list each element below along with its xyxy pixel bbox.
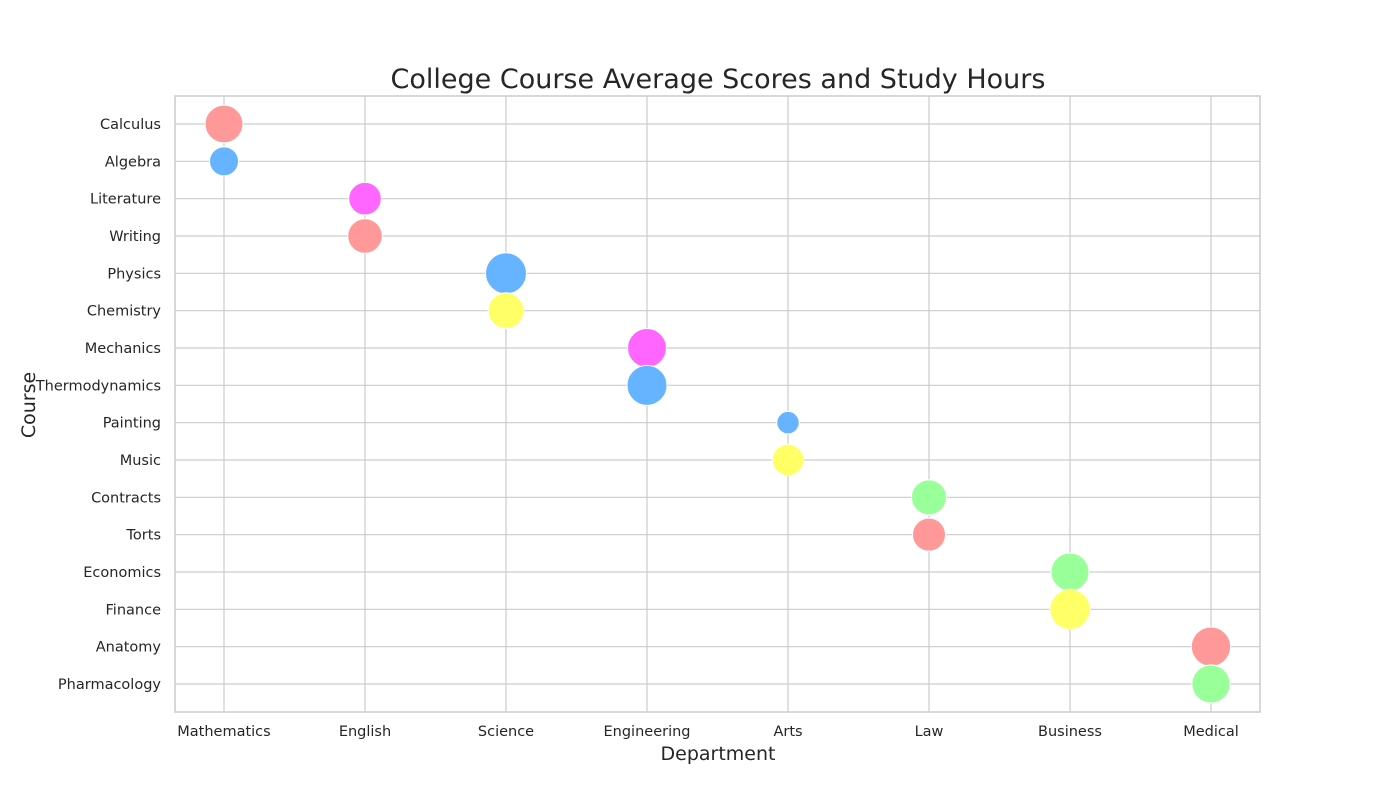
- y-tick-label: Music: [120, 453, 161, 469]
- bubble-chemistry: [487, 292, 525, 330]
- x-tick-label: Arts: [773, 724, 802, 740]
- y-tick-label: Chemistry: [87, 304, 162, 320]
- bubble-calculus: [204, 104, 244, 144]
- y-tick-label: Thermodynamics: [35, 378, 161, 394]
- grid-lines: [175, 96, 1260, 712]
- y-tick-label: Mechanics: [85, 341, 161, 357]
- x-tick-label: Medical: [1183, 724, 1239, 740]
- bubble-literature: [348, 181, 382, 216]
- y-tick-label: Pharmacology: [58, 677, 161, 693]
- x-tick-label: Mathematics: [177, 724, 270, 740]
- x-axis-label: Department: [661, 743, 776, 765]
- bubble-economics: [1050, 552, 1090, 592]
- y-tick-label: Anatomy: [96, 640, 162, 656]
- bubble-physics: [485, 252, 527, 295]
- y-tick-label: Algebra: [105, 154, 161, 170]
- bubble-torts: [911, 517, 947, 552]
- y-tick-label: Calculus: [100, 117, 161, 133]
- bubble-music: [771, 443, 805, 477]
- data-points: [204, 104, 1232, 704]
- x-tick-label: Engineering: [604, 724, 691, 740]
- plot-frame: [174, 95, 1261, 713]
- y-tick-label: Finance: [106, 602, 162, 618]
- bubble-mechanics: [627, 328, 667, 368]
- y-tick-label: Torts: [126, 528, 161, 544]
- x-tick-label: Science: [478, 724, 534, 740]
- bubble-contracts: [910, 479, 948, 516]
- bubble-painting: [776, 410, 800, 435]
- x-tick-label: Business: [1038, 724, 1102, 740]
- chart-title: College Course Average Scores and Study …: [391, 64, 1046, 95]
- x-tick-label: Law: [915, 724, 944, 740]
- bubble-algebra: [209, 146, 239, 177]
- bubble-writing: [347, 218, 383, 254]
- y-tick-label: Economics: [83, 565, 161, 581]
- bubble-thermodynamics: [626, 364, 668, 406]
- x-tick-labels: Mathematics English Science Engineering Arts…: [177, 724, 1239, 740]
- bubble-pharmacology: [1191, 664, 1231, 704]
- y-tick-labels: Calculus Algebra Literature Writing Physics C…: [35, 117, 162, 693]
- y-axis-label: Course: [18, 372, 40, 438]
- y-tick-label: Literature: [90, 192, 161, 208]
- y-tick-label: Writing: [109, 229, 161, 245]
- y-tick-label: Painting: [103, 416, 161, 432]
- y-tick-label: Contracts: [91, 490, 161, 506]
- bubble-finance: [1049, 588, 1091, 631]
- y-tick-label: Physics: [107, 266, 161, 282]
- x-tick-label: English: [339, 724, 391, 740]
- bubble-anatomy: [1190, 626, 1232, 667]
